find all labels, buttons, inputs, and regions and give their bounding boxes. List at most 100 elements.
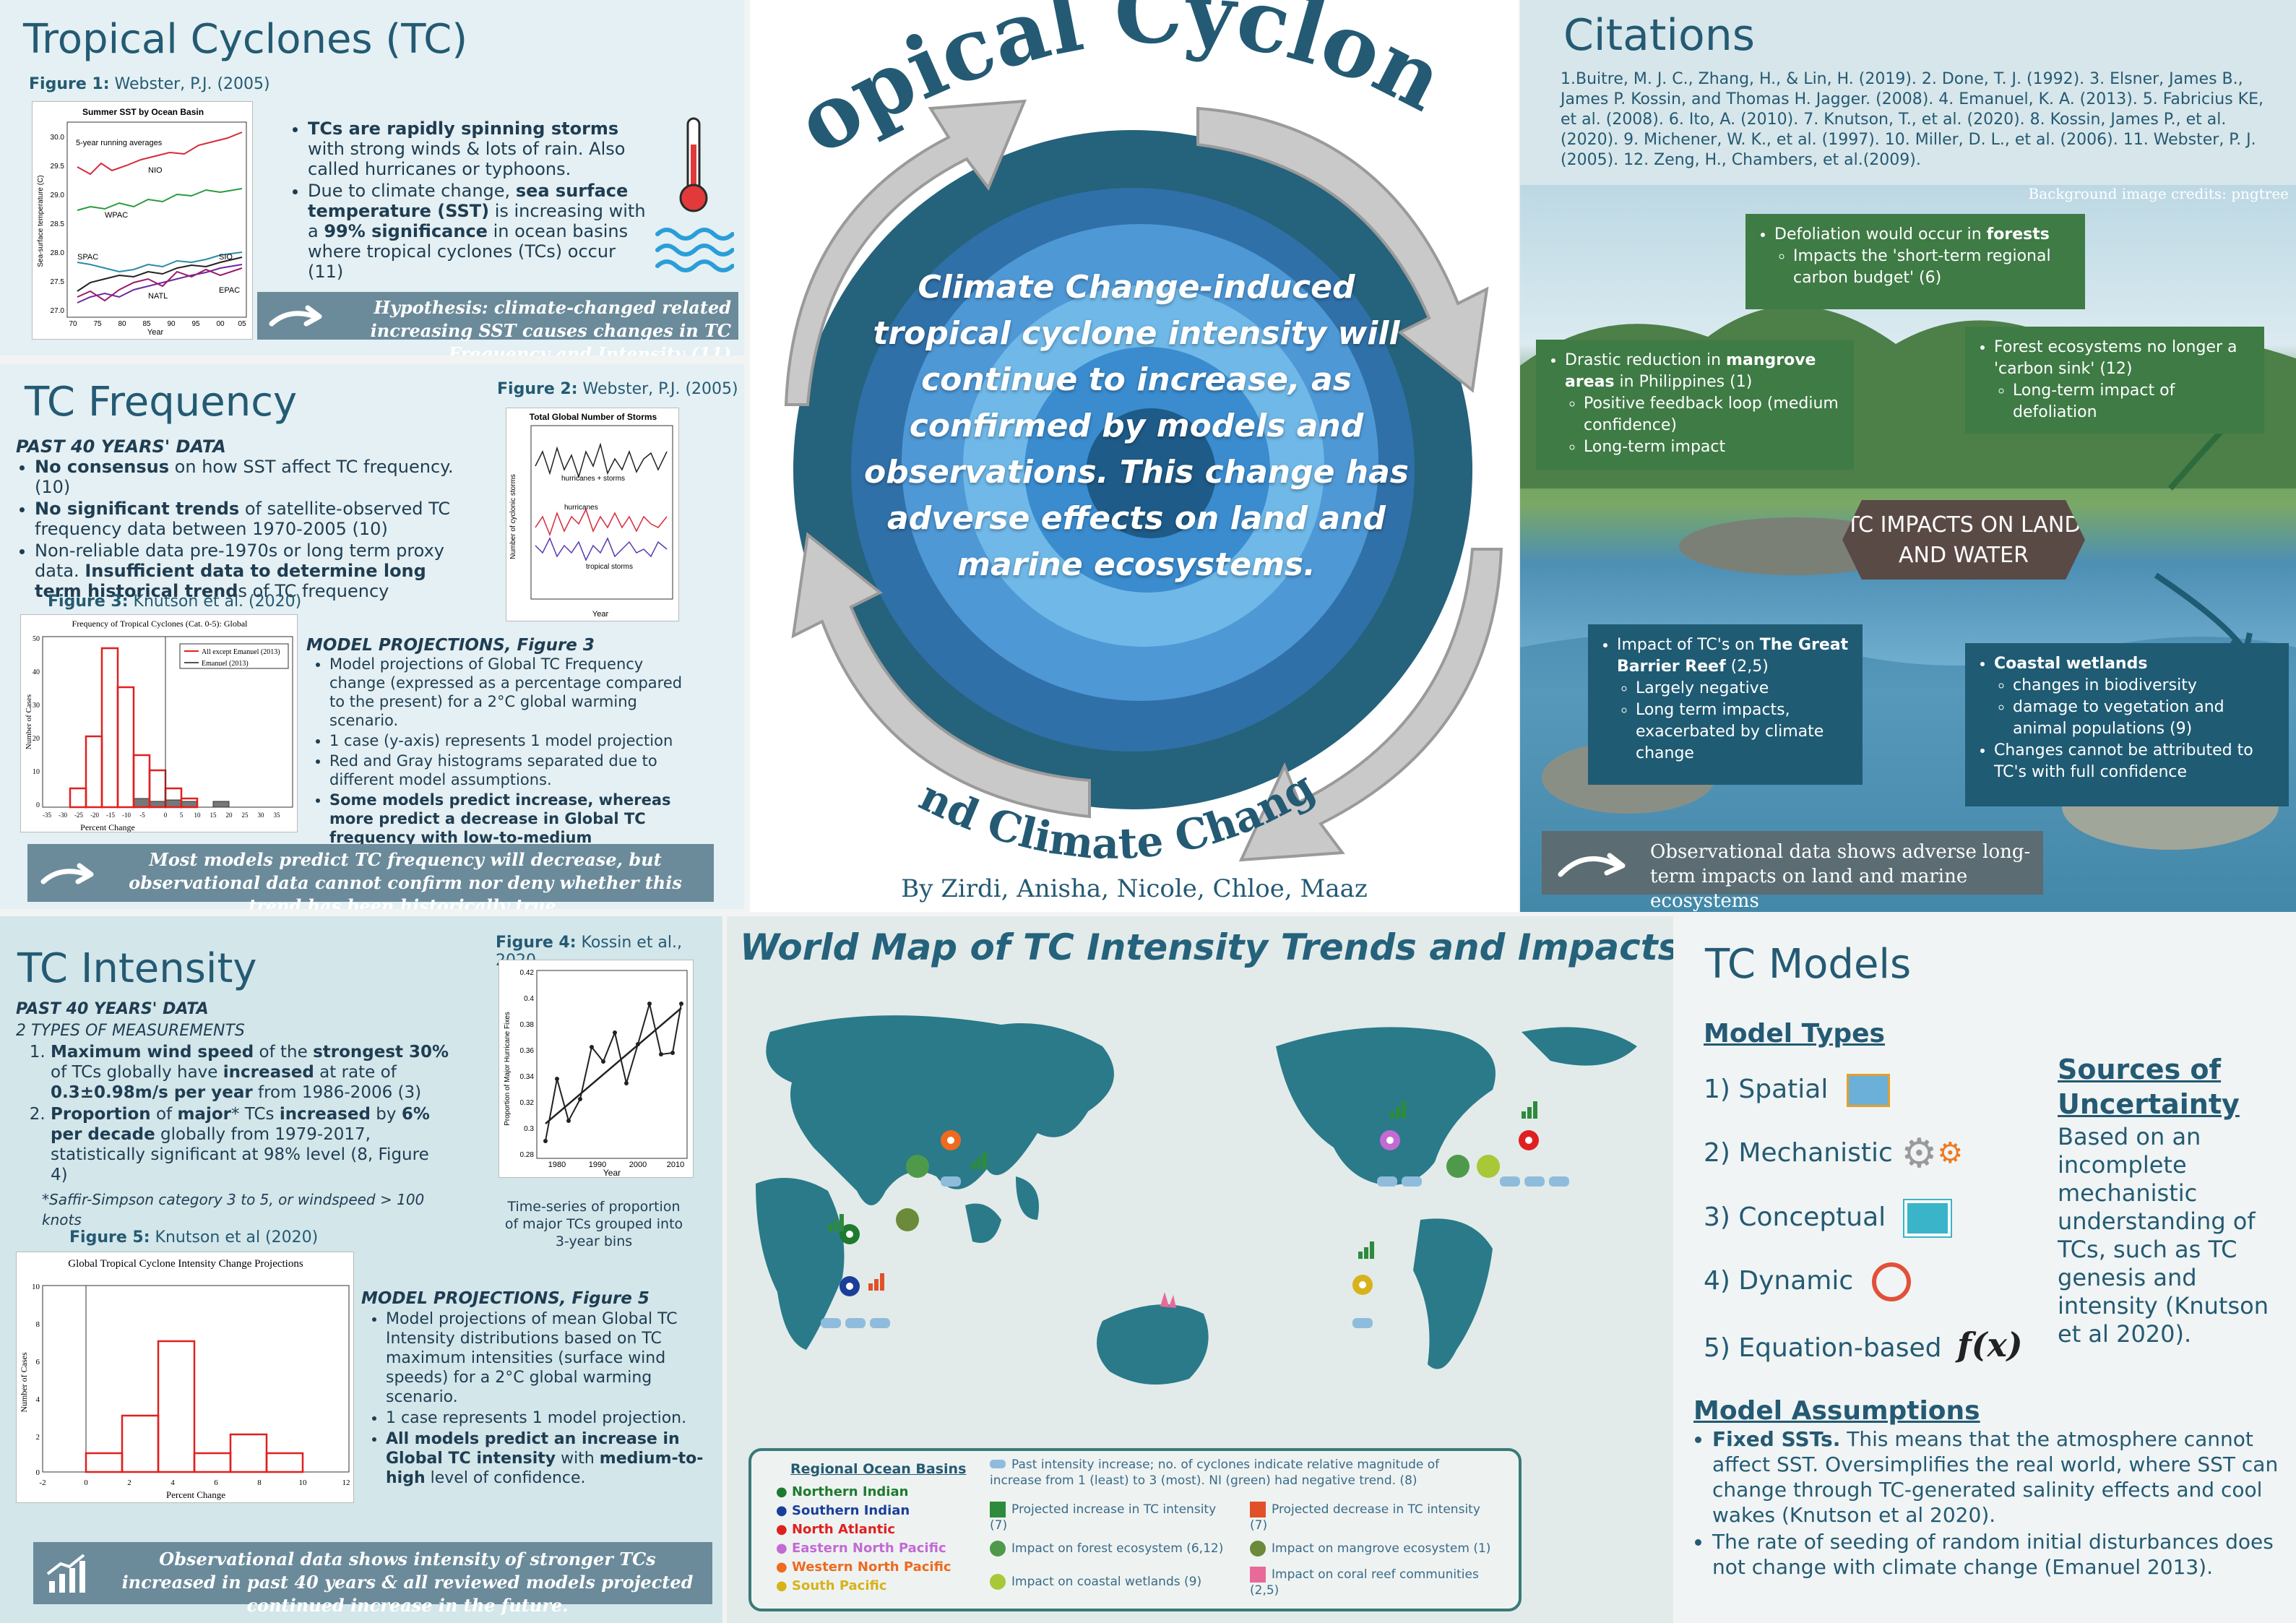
freq-bullets: No consensus on how SST affect TC freque…	[16, 457, 478, 603]
model-types-list: 1) Spatial 2) Mechanistic ⚙⚙ 3) Conceptu…	[1704, 1058, 2023, 1380]
fig3-xlabel: Percent Change	[80, 822, 135, 832]
fig2-frame	[530, 425, 673, 600]
tornado-icon	[1500, 1176, 1520, 1187]
legend-mangrove-key: Impact on mangrove ecosystem (1)	[1250, 1541, 1510, 1557]
marker-eastern-north-pacific	[1380, 1130, 1400, 1150]
fig5-ytick: 0	[36, 1468, 40, 1477]
fig3-xticks: -35 -30 -25 -20 -15 -10 -5 0 5 10 15 20 …	[43, 812, 280, 819]
fig2-series-label: tropical storms	[586, 563, 633, 571]
fig1-label-sio: SIO	[219, 253, 233, 262]
arrow-top-right	[1196, 106, 1489, 393]
wetlands-attribution: Changes cannot be attributed to TC's wit…	[1994, 740, 2277, 783]
fig1-xtick: 95	[191, 320, 200, 328]
fig1-ytick: 29.0	[51, 191, 65, 199]
fig5-bars	[85, 1340, 304, 1473]
fig3-xtick: -15	[106, 812, 115, 819]
impacts-conclusion-banner: Observational data shows adverse long-te…	[1542, 831, 2043, 912]
tc-panel: Tropical Cyclones (TC) Figure 1: Webster…	[0, 0, 744, 356]
fig4-ytick: 0.38	[520, 1021, 535, 1029]
fig4-ylabel: Proportion of Major Hurricane Fixes	[504, 1012, 512, 1126]
bar-chart-icon	[45, 1552, 88, 1596]
fig5-ytick: 6	[36, 1358, 40, 1366]
wetlands-impact-box: Coastal wetlands changes in biodiversity…	[1965, 643, 2289, 806]
fig3-bar	[180, 797, 199, 809]
marker-southern-indian	[840, 1276, 860, 1296]
intensity-footnote: *Saffir-Simpson category 3 to 5, or wind…	[42, 1191, 425, 1228]
freq-conclusion-text: Most models predict TC frequency will de…	[129, 849, 682, 909]
fig2-svg: Total Global Number of Storms hurricanes…	[509, 412, 673, 619]
freq-model-bullets: Model projections of Global TC Frequency…	[311, 655, 686, 867]
models-panel: TC Models Model Types 1) Spatial 2) Mech…	[1678, 916, 2296, 1623]
fig1-ylabel: Sea-surface temperature (C)	[37, 175, 45, 267]
fig1-epac-line	[77, 267, 243, 302]
wetlands-impact: Coastal wetlands changes in biodiversity…	[1994, 653, 2277, 740]
intensity-conclusion-text: Observational data shows intensity of st…	[121, 1549, 694, 1616]
legend-basin: ● Southern Indian	[776, 1503, 910, 1518]
fig1-label-spac: SPAC	[77, 253, 98, 262]
fig1-svg: Summer SST by Ocean Basin 5-year running…	[37, 107, 247, 337]
fig5-bar	[157, 1340, 196, 1473]
fig3-title: Frequency of Tropical Cyclones (Cat. 0-5…	[72, 619, 249, 629]
freq-past-label: PAST 40 YEARS' DATA	[16, 436, 226, 457]
fig2-xlabel: Year	[592, 610, 609, 619]
fig5-frame	[42, 1285, 350, 1473]
fig5-yticks: 10 8 6 4 2 0	[32, 1283, 40, 1477]
carbon-sink-impact: Forest ecosystems no longer a 'carbon si…	[1994, 337, 2253, 423]
legend-basin: ● North Atlantic	[776, 1522, 896, 1537]
forest-icon	[990, 1541, 1006, 1557]
wetland-icon	[1477, 1155, 1500, 1178]
fig4-ytick: 0.34	[520, 1073, 535, 1081]
fig5-svg: Global Tropical Cyclone Intensity Change…	[19, 1258, 350, 1500]
mangrove-sub-1: Positive feedback loop (medium confidenc…	[1584, 393, 1842, 436]
fig3-bar	[133, 798, 150, 808]
intensity-measure-1: Maximum wind speed of the strongest 30% …	[51, 1042, 449, 1103]
fig4-ytick: 0.32	[520, 1099, 535, 1107]
tc-title: Tropical Cyclones (TC)	[23, 16, 468, 63]
fig3-legend: All except Emanuel (2013) Emanuel (2013)	[179, 643, 289, 669]
world-map	[756, 1015, 1637, 1385]
fig3-ytick: 50	[33, 635, 40, 643]
cyclone-eye	[1086, 408, 1216, 538]
wetland-icon	[990, 1574, 1006, 1590]
legend-basin: ● Northern Indian	[776, 1484, 909, 1499]
fig5-xtick: -2	[39, 1478, 46, 1487]
fig1-label-wpac: WPAC	[105, 211, 128, 220]
coral-icon	[1160, 1292, 1176, 1308]
legend-reef-key: Impact on coral reef communities (2,5)	[1250, 1567, 1479, 1598]
fig5-ytick: 10	[32, 1283, 40, 1291]
reef-impact: Impact of TC's on The Great Barrier Reef…	[1617, 634, 1851, 765]
fig3-bar	[85, 735, 103, 809]
tc-bullet-2: Due to climate change, sea surface tempe…	[308, 181, 650, 282]
assumptions-list: Fixed SSTs. This means that the atmosphe…	[1693, 1426, 2286, 1581]
freq-model-1: Model projections of Global TC Frequency…	[329, 655, 686, 730]
reef-sub-1: Largely negative	[1636, 678, 1851, 699]
fig1-ytick: 30.0	[51, 134, 65, 142]
fig5-bar	[229, 1433, 268, 1473]
fig1-ytick-labels: 30.0 29.5 29.0 28.5 28.0 27.5 27.0	[51, 134, 65, 315]
marker-north-atlantic	[1519, 1130, 1539, 1150]
fig5-xtick: 0	[84, 1478, 88, 1487]
marker-western-north-pacific	[941, 1130, 961, 1150]
gears-icon: ⚙	[1901, 1130, 1938, 1177]
intensity-panel: TC Intensity PAST 40 YEARS' DATA 2 TYPES…	[0, 916, 722, 1623]
fig1-title: Summer SST by Ocean Basin	[82, 107, 204, 117]
north-america-shape	[1276, 1027, 1496, 1185]
increase-bars-icon	[990, 1502, 1006, 1517]
map-legend: Regional Ocean Basins ● Northern Indian …	[748, 1448, 1522, 1611]
fig3-bar	[69, 787, 87, 809]
fig5-xtick: 12	[342, 1478, 350, 1487]
fig4-xlabel: Year	[603, 1168, 621, 1178]
map-title: World Map of TC Intensity Trends and Imp…	[740, 926, 1673, 968]
model-type-equation: 5) Equation-based f(x)	[1704, 1325, 2023, 1364]
freq-title: TC Frequency	[25, 379, 298, 426]
fig3-xtick: -25	[74, 812, 83, 819]
fig4-xtick: 2000	[629, 1161, 647, 1169]
fig3-chart: Frequency of Tropical Cyclones (Cat. 0-5…	[20, 614, 298, 832]
assumption-2: The rate of seeding of random initial di…	[1712, 1529, 2286, 1580]
legend-wetland-key: Impact on coastal wetlands (9)	[990, 1574, 1235, 1590]
freq-model-4: Some models predict increase, whereas mo…	[329, 791, 686, 866]
gear-icon: ⚙	[1937, 1137, 1964, 1170]
fig3-xtick: 20	[226, 812, 233, 819]
legend-basin: ● Western North Pacific	[776, 1559, 951, 1575]
map-panel: World Map of TC Intensity Trends and Imp…	[727, 916, 1673, 1623]
